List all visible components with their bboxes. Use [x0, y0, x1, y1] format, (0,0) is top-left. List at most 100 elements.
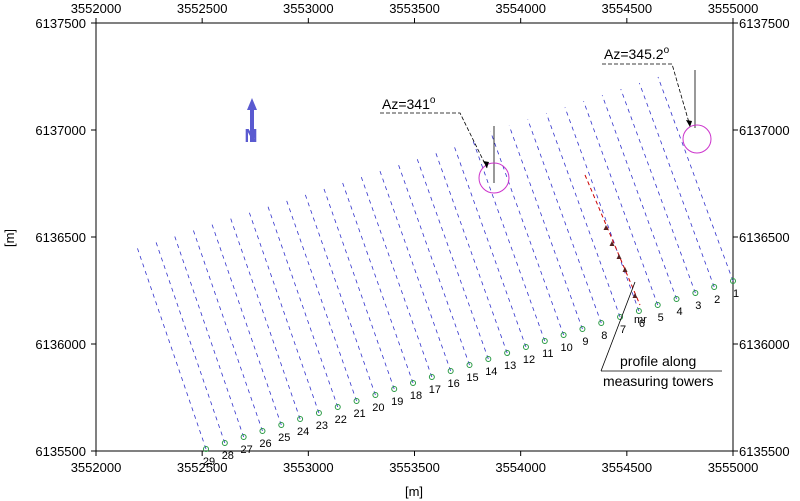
- tower-marker-icon: [603, 225, 609, 230]
- turbine-row-line: [639, 82, 715, 288]
- turbine-row-line: [583, 101, 659, 306]
- x-tick-label-bottom: 3552000: [71, 460, 122, 475]
- tower-marker-icon: [616, 254, 622, 259]
- turbine-marker: [466, 362, 473, 368]
- turbine-row-line: [527, 119, 602, 324]
- y-tick-label-right: 6136000: [739, 337, 790, 352]
- turbine-number-label: 22: [335, 414, 347, 426]
- azimuth-text-2: Az=345.2o: [604, 45, 670, 62]
- turbine-marker: [522, 344, 529, 350]
- turbine-row-line: [211, 222, 282, 426]
- turbine-row-line: [471, 137, 546, 342]
- turbine-marker: [221, 440, 228, 446]
- turbine-marker: [203, 446, 209, 452]
- mast-label: mr: [634, 314, 647, 326]
- turbine-number-label: 5: [658, 312, 664, 324]
- turbine-row-line: [490, 131, 564, 336]
- turbine-row-line: [322, 186, 395, 390]
- turbine-number-label: 13: [504, 360, 516, 372]
- azimuth-circle-1: [478, 162, 510, 194]
- turbine-row-line: [173, 234, 245, 438]
- turbine-number-label: 17: [429, 384, 441, 396]
- turbine-markers: 1234567891011121314151617181920212223242…: [203, 278, 739, 468]
- turbine-row-line: [601, 95, 677, 300]
- y-tick-label-right: 6137000: [739, 123, 790, 138]
- turbine-marker: [315, 410, 322, 416]
- turbine-row-line: [248, 210, 320, 414]
- turbine-marker: [579, 326, 586, 332]
- turbine-row-line: [155, 240, 226, 444]
- turbine-row-line: [136, 246, 207, 450]
- north-label: N: [245, 126, 258, 146]
- turbine-number-label: 19: [391, 396, 403, 408]
- turbine-marker: [541, 338, 548, 344]
- azimuth-circle-2: [682, 124, 712, 154]
- turbine-number-label: 25: [278, 432, 290, 444]
- turbine-row-lines: [136, 76, 734, 450]
- turbine-row-line: [266, 204, 339, 408]
- turbine-marker: [353, 398, 360, 404]
- axis-ticks: 3552000 3552000 3552500 3552500 3553000 35530…: [35, 1, 789, 475]
- turbine-row-line: [415, 155, 489, 360]
- turbine-number-label: 8: [601, 330, 607, 342]
- x-tick-label-bottom: 3554500: [602, 460, 653, 475]
- turbine-marker: [598, 320, 605, 326]
- turbine-number-label: 27: [241, 444, 253, 456]
- x-tick-label-top: 3552500: [177, 1, 228, 16]
- y-tick-label-left: 6136000: [35, 337, 86, 352]
- turbine-row-line: [285, 198, 357, 402]
- turbine-row-line: [397, 161, 470, 366]
- turbine-number-label: 23: [316, 420, 328, 432]
- turbine-marker: [259, 428, 266, 434]
- turbine-marker: [428, 374, 435, 380]
- turbine-marker: [391, 386, 398, 392]
- y-tick-label-left: 6136500: [35, 230, 86, 245]
- y-tick-label-right: 6137500: [739, 16, 790, 31]
- azimuth-annotation-2: Az=345.2o: [602, 45, 712, 154]
- turbine-number-label: 1: [733, 288, 739, 300]
- profile-dashed-line: [584, 174, 641, 306]
- turbine-number-label: 4: [676, 306, 682, 318]
- turbine-number-label: 9: [582, 336, 588, 348]
- x-tick-label-top: 3555000: [708, 1, 759, 16]
- x-tick-label-bottom: 3553500: [389, 460, 440, 475]
- turbine-marker: [617, 314, 624, 320]
- y-tick-label-right: 6136500: [739, 230, 790, 245]
- azimuth-annotation-1: Az=341o: [380, 95, 510, 194]
- x-tick-label-top: 3552000: [71, 1, 122, 16]
- turbine-marker: [410, 380, 417, 386]
- turbine-row-line: [657, 76, 734, 282]
- measurement-profile-line: [584, 174, 641, 306]
- y-tick-label-left: 6135500: [35, 444, 86, 459]
- turbine-number-label: 20: [372, 402, 384, 414]
- turbine-number-label: 6: [639, 318, 645, 330]
- turbine-row-line: [304, 192, 376, 396]
- x-tick-label-top: 3553000: [283, 1, 334, 16]
- turbine-number-label: 28: [222, 450, 234, 462]
- azimuth-text-1: Az=341o: [382, 95, 436, 112]
- turbine-number-label: 21: [353, 408, 365, 420]
- turbine-row-line: [434, 149, 508, 354]
- x-tick-label-bottom: 3554000: [495, 460, 546, 475]
- turbine-marker: [504, 350, 511, 356]
- turbine-marker: [635, 308, 642, 314]
- turbine-marker: [278, 422, 285, 428]
- x-tick-label-top: 3554500: [602, 1, 653, 16]
- turbine-marker: [711, 284, 718, 290]
- turbine-number-label: 10: [560, 342, 572, 354]
- turbine-marker: [730, 278, 736, 284]
- x-tick-label-bottom: 3555000: [708, 460, 759, 475]
- tower-marker-icon: [609, 241, 615, 246]
- turbine-row-line: [378, 167, 452, 372]
- turbine-row-line: [192, 228, 263, 432]
- turbine-marker: [654, 302, 661, 308]
- turbine-marker: [240, 434, 247, 440]
- north-arrow-icon: N: [245, 98, 258, 146]
- turbine-row-line: [620, 89, 696, 294]
- turbine-row-line: [564, 107, 640, 312]
- turbine-number-label: 16: [448, 378, 460, 390]
- turbine-number-label: 29: [203, 456, 215, 468]
- turbine-number-label: 15: [466, 372, 478, 384]
- turbine-row-line: [508, 125, 583, 330]
